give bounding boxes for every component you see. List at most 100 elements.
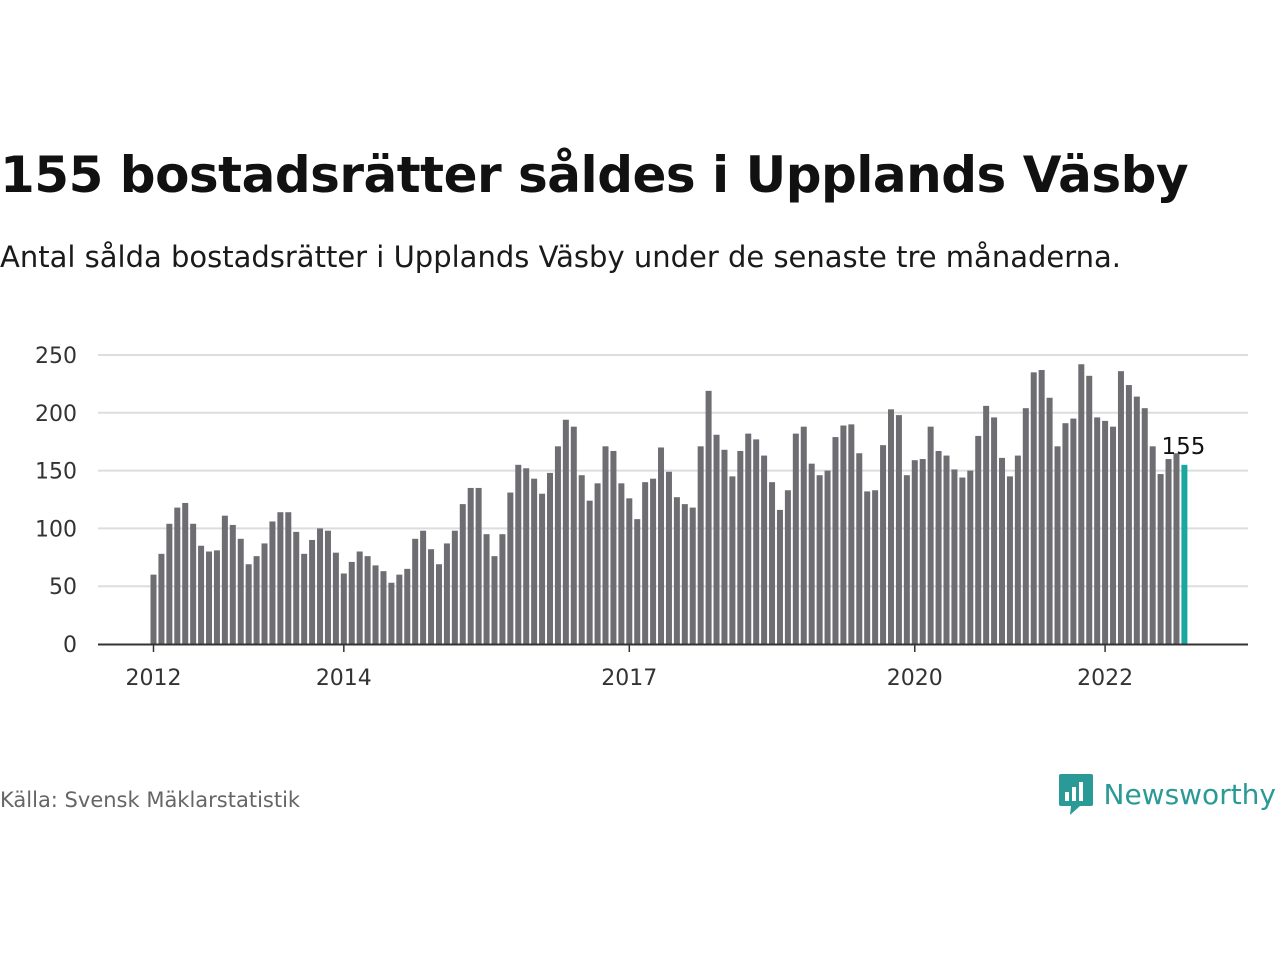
bars bbox=[150, 364, 1188, 644]
bar bbox=[301, 553, 308, 644]
bar bbox=[356, 551, 363, 644]
bar bbox=[515, 464, 522, 644]
y-tick-label: 150 bbox=[35, 460, 77, 485]
bar bbox=[420, 530, 427, 644]
x-tick-label: 2014 bbox=[316, 666, 372, 691]
chart-subtitle: Antal sålda bostadsrätter i Upplands Väs… bbox=[0, 240, 1122, 274]
bar bbox=[459, 504, 466, 644]
bar bbox=[816, 475, 823, 644]
bar bbox=[887, 409, 894, 644]
bar bbox=[991, 417, 998, 644]
bar bbox=[872, 490, 879, 644]
bar bbox=[340, 573, 347, 644]
bar bbox=[198, 545, 205, 644]
bar bbox=[1133, 396, 1140, 644]
bar bbox=[396, 574, 403, 644]
bar bbox=[650, 478, 657, 644]
x-tick-label: 2022 bbox=[1077, 666, 1133, 691]
bar bbox=[1157, 474, 1164, 644]
newsworthy-logo-icon bbox=[1058, 774, 1093, 815]
bar bbox=[412, 538, 419, 644]
bar bbox=[665, 471, 672, 644]
chart-title: 155 bostadsrätter såldes i Upplands Väsb… bbox=[0, 146, 1189, 204]
bar bbox=[499, 534, 506, 644]
bar bbox=[911, 460, 918, 644]
bar bbox=[531, 478, 538, 644]
brand-name: Newsworthy bbox=[1103, 777, 1277, 811]
bar bbox=[1141, 408, 1148, 644]
bar bbox=[880, 445, 887, 644]
bar bbox=[840, 425, 847, 644]
bar bbox=[277, 512, 284, 644]
bar bbox=[554, 446, 561, 644]
bar bbox=[745, 433, 752, 644]
bar bbox=[784, 490, 791, 644]
bar bbox=[1030, 372, 1037, 644]
bar bbox=[1094, 417, 1101, 644]
bar bbox=[324, 530, 331, 644]
bar bbox=[309, 539, 316, 644]
x-tick-label: 2017 bbox=[601, 666, 657, 691]
bar bbox=[951, 469, 958, 644]
bar bbox=[824, 470, 831, 644]
bar bbox=[293, 531, 300, 644]
bar bbox=[348, 561, 355, 644]
bar bbox=[372, 565, 379, 644]
bar bbox=[927, 426, 934, 644]
bar bbox=[539, 493, 546, 644]
bar bbox=[943, 455, 950, 644]
bar bbox=[213, 550, 220, 644]
bar bbox=[792, 433, 799, 644]
bar bbox=[1086, 375, 1093, 644]
bar bbox=[261, 543, 268, 644]
bar bbox=[507, 492, 514, 644]
bar bbox=[467, 487, 474, 644]
bar bbox=[1038, 370, 1045, 644]
bar bbox=[705, 390, 712, 644]
bar bbox=[570, 426, 577, 644]
bar bbox=[1173, 453, 1180, 644]
bar bbox=[1110, 426, 1117, 644]
bar bbox=[317, 528, 324, 644]
bar bbox=[983, 405, 990, 644]
bar bbox=[895, 415, 902, 644]
bar bbox=[578, 475, 585, 644]
bar bbox=[158, 553, 165, 644]
y-tick-label: 200 bbox=[35, 402, 77, 427]
bar bbox=[1014, 455, 1021, 644]
bar bbox=[610, 450, 617, 644]
bar bbox=[1117, 371, 1124, 644]
highlight-bar bbox=[1181, 464, 1188, 644]
bar bbox=[1022, 408, 1029, 644]
bar bbox=[229, 524, 236, 644]
bar bbox=[713, 434, 720, 644]
source-note: Källa: Svensk Mäklarstatistik bbox=[0, 788, 301, 812]
bar bbox=[206, 551, 213, 644]
bar bbox=[999, 457, 1006, 644]
bar bbox=[626, 498, 633, 644]
bar bbox=[642, 482, 649, 644]
bar bbox=[380, 571, 387, 644]
x-tick-label: 2012 bbox=[126, 666, 182, 691]
bar bbox=[364, 556, 371, 644]
bar bbox=[1165, 459, 1172, 644]
bar bbox=[634, 519, 641, 644]
bar-chart: 0 50 100 150 200 250 2012 2014 2017 2020 2022 155 bbox=[35, 344, 1248, 691]
bar bbox=[451, 530, 458, 644]
newsworthy-logo[interactable]: Newsworthy bbox=[1058, 772, 1277, 816]
bar bbox=[547, 472, 553, 644]
data-label: 155 bbox=[1161, 434, 1205, 460]
bar bbox=[935, 450, 942, 644]
bar bbox=[681, 504, 688, 644]
bar bbox=[1054, 446, 1061, 644]
bar bbox=[1062, 423, 1069, 644]
bar bbox=[769, 482, 776, 644]
bar bbox=[237, 538, 244, 644]
bar bbox=[602, 446, 609, 644]
bar bbox=[919, 459, 926, 644]
bar bbox=[729, 476, 736, 644]
bar bbox=[776, 509, 783, 644]
bar bbox=[166, 523, 173, 644]
bar bbox=[594, 483, 601, 644]
y-tick-label: 100 bbox=[35, 517, 77, 542]
